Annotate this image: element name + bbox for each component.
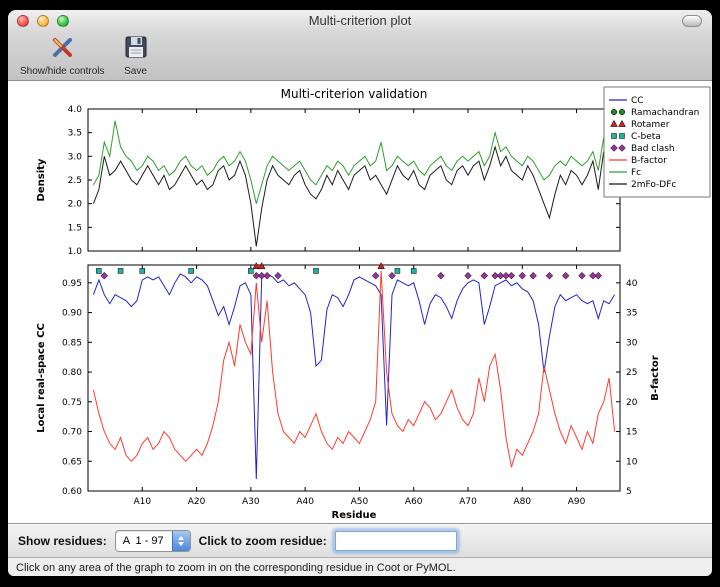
svg-text:0.90: 0.90 bbox=[62, 309, 82, 319]
svg-text:A30: A30 bbox=[242, 497, 260, 507]
svg-text:0.70: 0.70 bbox=[62, 428, 82, 438]
svg-text:Density: Density bbox=[36, 158, 47, 201]
svg-text:0.95: 0.95 bbox=[62, 279, 82, 289]
svg-text:2mFo-DFc: 2mFo-DFc bbox=[631, 180, 676, 190]
svg-text:Fc: Fc bbox=[631, 168, 641, 178]
zoom-residue-input[interactable] bbox=[334, 530, 457, 551]
svg-text:A20: A20 bbox=[188, 497, 206, 507]
show-hide-controls-button[interactable]: Show/hide controls bbox=[20, 34, 105, 77]
svg-text:0.60: 0.60 bbox=[62, 487, 82, 497]
status-message: Click on any area of the graph to zoom i… bbox=[16, 562, 456, 574]
close-button[interactable] bbox=[17, 15, 29, 27]
show-hide-controls-icon bbox=[49, 34, 75, 65]
svg-text:15: 15 bbox=[626, 428, 637, 438]
svg-text:A40: A40 bbox=[296, 497, 314, 507]
toolbar: Show/hide controls Save bbox=[8, 32, 712, 81]
controls-bar: Show residues: A 1 - 97 Click to zoom re… bbox=[8, 523, 712, 557]
svg-text:Residue: Residue bbox=[332, 510, 377, 521]
svg-text:35: 35 bbox=[626, 309, 637, 319]
residue-range-value: A 1 - 97 bbox=[122, 534, 164, 547]
svg-text:2.5: 2.5 bbox=[68, 176, 82, 186]
svg-text:2.0: 2.0 bbox=[68, 200, 83, 210]
svg-text:B-factor: B-factor bbox=[650, 355, 661, 400]
svg-text:Ramachandran: Ramachandran bbox=[631, 108, 699, 118]
toolbar-toggle-button[interactable] bbox=[682, 15, 702, 27]
window: Multi-criterion plot Show/hide controls bbox=[8, 10, 712, 576]
minimize-button[interactable] bbox=[37, 15, 49, 27]
svg-text:A80: A80 bbox=[513, 497, 531, 507]
svg-text:0.65: 0.65 bbox=[62, 457, 82, 467]
svg-text:A10: A10 bbox=[133, 497, 151, 507]
traffic-lights bbox=[17, 15, 69, 27]
svg-text:B-factor: B-factor bbox=[631, 156, 667, 166]
svg-text:CC: CC bbox=[631, 96, 644, 106]
svg-text:30: 30 bbox=[626, 338, 638, 348]
svg-text:3.5: 3.5 bbox=[68, 129, 82, 139]
svg-text:4.0: 4.0 bbox=[68, 105, 83, 115]
show-hide-controls-label: Show/hide controls bbox=[20, 66, 105, 77]
svg-text:10: 10 bbox=[626, 457, 638, 467]
svg-text:Rotamer: Rotamer bbox=[631, 120, 670, 130]
svg-text:40: 40 bbox=[626, 279, 638, 289]
save-label: Save bbox=[124, 66, 147, 77]
multi-criterion-plot[interactable]: Multi-criterion validation A10 A20 A30 A40 A5… bbox=[8, 81, 712, 523]
status-bar: Click on any area of the graph to zoom i… bbox=[8, 557, 712, 576]
svg-text:0.85: 0.85 bbox=[62, 338, 82, 348]
svg-text:0.80: 0.80 bbox=[62, 368, 82, 378]
save-button[interactable]: Save bbox=[123, 34, 149, 77]
title-bar: Multi-criterion plot bbox=[8, 10, 712, 32]
svg-text:C-beta: C-beta bbox=[631, 132, 661, 142]
show-residues-label: Show residues: bbox=[18, 533, 107, 548]
residue-range-select[interactable]: A 1 - 97 bbox=[114, 529, 191, 552]
svg-text:A60: A60 bbox=[405, 497, 423, 507]
svg-text:Local real-space CC: Local real-space CC bbox=[36, 323, 47, 433]
svg-text:A70: A70 bbox=[459, 497, 477, 507]
svg-text:25: 25 bbox=[626, 368, 637, 378]
svg-text:3.0: 3.0 bbox=[68, 152, 83, 162]
zoom-button[interactable] bbox=[57, 15, 69, 27]
svg-text:0.75: 0.75 bbox=[62, 398, 82, 408]
svg-text:1.5: 1.5 bbox=[68, 223, 82, 233]
svg-text:1.0: 1.0 bbox=[68, 247, 83, 257]
svg-text:Multi-criterion validation: Multi-criterion validation bbox=[281, 87, 428, 101]
svg-text:Bad clash: Bad clash bbox=[631, 144, 675, 154]
svg-text:5: 5 bbox=[626, 487, 632, 497]
svg-text:20: 20 bbox=[626, 398, 638, 408]
window-title: Multi-criterion plot bbox=[308, 13, 412, 28]
svg-text:A50: A50 bbox=[351, 497, 369, 507]
chevron-up-down-icon bbox=[171, 530, 190, 551]
svg-text:A90: A90 bbox=[568, 497, 586, 507]
zoom-residue-label: Click to zoom residue: bbox=[198, 533, 327, 548]
save-icon bbox=[123, 34, 149, 65]
figure-area: Multi-criterion validation A10 A20 A30 A40 A5… bbox=[8, 81, 712, 523]
